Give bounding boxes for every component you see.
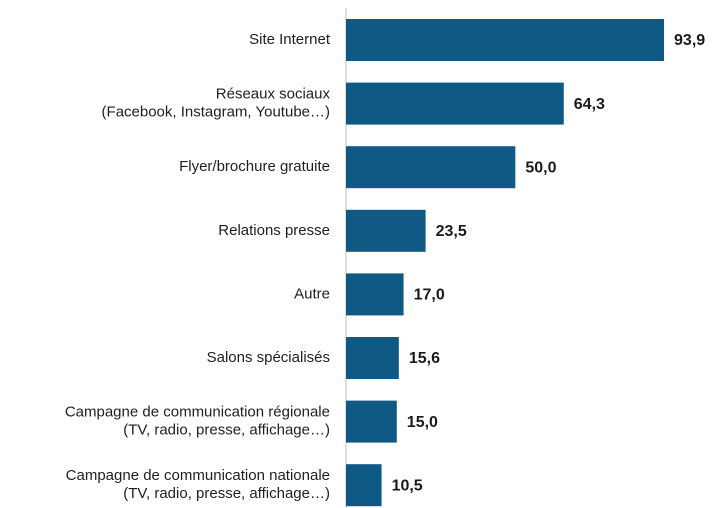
- value-label: 15,6: [409, 350, 440, 367]
- category-label: Site Internet: [249, 31, 331, 48]
- bar: [346, 337, 399, 379]
- bar: [346, 19, 665, 61]
- value-label: 15,0: [407, 414, 438, 431]
- bar: [346, 400, 397, 443]
- category-label: Relations presse: [218, 222, 330, 239]
- value-label: 93,9: [674, 32, 705, 49]
- value-label: 64,3: [574, 96, 605, 113]
- category-label: Salons spécialisés: [207, 349, 330, 366]
- bar: [346, 82, 564, 125]
- category-label: Autre: [294, 285, 330, 302]
- category-label: Flyer/brochure gratuite: [179, 158, 330, 175]
- value-label: 10,5: [392, 477, 423, 494]
- value-label: 50,0: [525, 159, 556, 176]
- bar: [346, 146, 516, 189]
- category-label: Campagne de communication régionale (TV, …: [65, 404, 330, 439]
- value-label: 17,0: [414, 287, 445, 304]
- category-label: Réseaux sociaux (Facebook, Instagram, You…: [102, 86, 331, 121]
- bar: [346, 209, 426, 252]
- bar: [346, 464, 382, 507]
- category-label: Campagne de communication nationale (TV, …: [66, 467, 330, 502]
- bar: [346, 273, 404, 316]
- value-label: 23,5: [436, 223, 467, 240]
